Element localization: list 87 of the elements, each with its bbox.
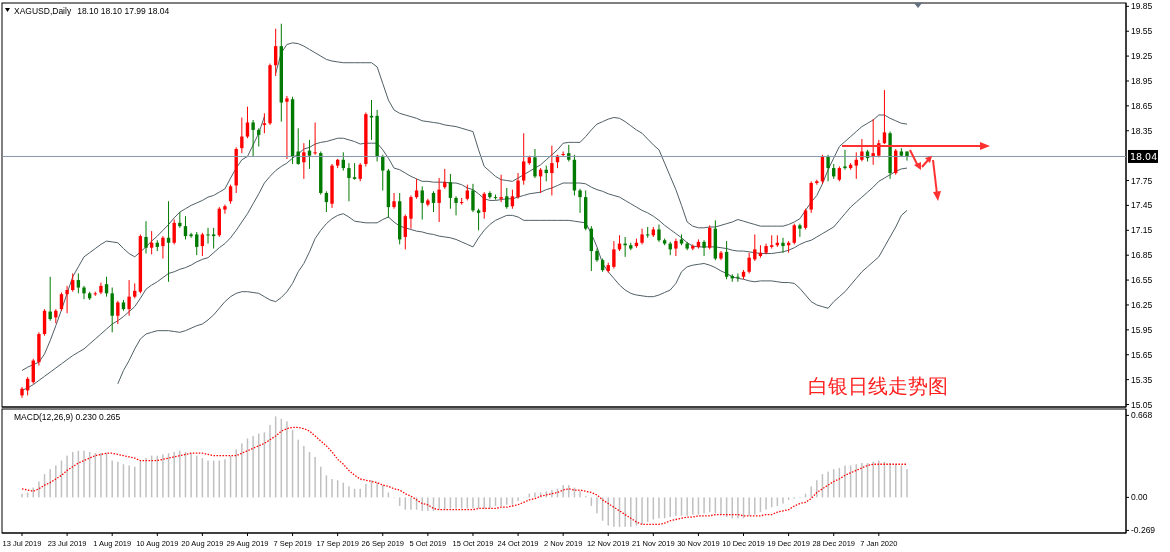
candlestick — [211, 227, 216, 250]
candlestick — [262, 112, 267, 134]
y-tick-label: 17.45 — [1131, 200, 1153, 211]
y-tick-label: 0.668 — [1131, 410, 1153, 421]
candlestick — [206, 227, 210, 245]
candlestick — [578, 188, 582, 214]
candlestick — [522, 132, 526, 186]
line-series — [21, 426, 908, 526]
candlestick — [223, 204, 227, 215]
y-tick-label: 17.15 — [1131, 225, 1153, 236]
chart-title: MACD(12,26,9) 0.230 0.265 — [14, 412, 121, 422]
annotation: 白银日线走势图 — [808, 374, 949, 398]
y-tick-label: 16.25 — [1131, 299, 1153, 310]
candlestick — [550, 145, 554, 196]
candlestick — [826, 154, 830, 182]
candlestick — [48, 276, 52, 322]
y-tick-label: -0.269 — [1131, 525, 1156, 536]
candlestick — [843, 149, 847, 171]
y-tick-label: 18.35 — [1131, 125, 1153, 136]
y-tick-label: 16.55 — [1131, 275, 1153, 286]
candlestick — [200, 232, 205, 257]
candlestick — [803, 208, 808, 230]
candlestick — [245, 106, 250, 139]
candlestick — [414, 178, 419, 200]
chart-subtitle: 18.10 18.10 17.99 18.04 — [77, 6, 170, 16]
candlestick — [533, 148, 537, 179]
candlestick — [161, 235, 165, 260]
candlestick — [736, 272, 740, 283]
y-tick-label: 0.00 — [1131, 492, 1148, 503]
y-tick-label: 16.85 — [1131, 250, 1153, 261]
chart-title: XAGUSD,Daily — [14, 6, 72, 16]
y-tick-label: 19.25 — [1131, 51, 1153, 62]
candlestick — [144, 220, 148, 255]
candlestick — [476, 208, 481, 231]
candlestick — [612, 240, 616, 269]
candlestick — [251, 119, 255, 157]
candlestick — [471, 183, 475, 213]
candlestick — [747, 252, 751, 274]
candlestick — [860, 138, 864, 162]
candlestick — [313, 121, 317, 156]
y-tick-label: 15.35 — [1131, 374, 1153, 385]
candlestick — [20, 386, 24, 399]
candlestick — [516, 172, 520, 200]
candlestick — [708, 224, 712, 250]
candlestick — [347, 162, 351, 202]
y-tick-label: 19.85 — [1131, 1, 1153, 12]
candlestick — [392, 192, 396, 210]
candlestick — [420, 185, 424, 221]
candlestick — [674, 238, 678, 257]
candlestick — [127, 279, 131, 317]
candlestick — [195, 231, 199, 256]
ref-line-label: 18.04 — [1130, 150, 1158, 162]
candlestick — [854, 151, 858, 180]
y-tick-label: 17.75 — [1131, 175, 1153, 186]
candlestick — [240, 116, 244, 154]
y-tick-label: 15.65 — [1131, 349, 1153, 360]
candlestick — [65, 285, 69, 314]
candlestick — [76, 272, 81, 294]
candlestick — [437, 177, 441, 223]
candlestick — [454, 195, 458, 216]
y-tick-label: 19.55 — [1131, 26, 1153, 37]
y-tick-label: 18.65 — [1131, 100, 1153, 111]
candlestick — [781, 237, 785, 254]
candlestick — [882, 89, 887, 145]
candlestick — [871, 118, 875, 166]
candlestick — [561, 150, 565, 157]
candlestick — [499, 174, 503, 203]
candlestick — [403, 214, 407, 250]
candlestick — [798, 223, 802, 238]
candlestick — [646, 226, 650, 239]
candlestick — [702, 239, 706, 257]
candlestick — [82, 285, 86, 300]
candlestick — [302, 142, 306, 180]
candlestick — [409, 194, 413, 230]
candlestick — [770, 234, 774, 250]
candlestick — [792, 223, 796, 245]
y-tick-label: 15.95 — [1131, 324, 1153, 335]
candlestick — [189, 232, 193, 239]
candlestick — [488, 190, 492, 200]
candlestick — [505, 187, 509, 210]
candlestick — [448, 173, 453, 210]
candlestick — [110, 287, 114, 333]
y-tick-label: 15.05 — [1131, 399, 1153, 410]
y-tick-label: 18.95 — [1131, 75, 1153, 86]
candlestick — [285, 95, 289, 160]
candlestick — [116, 300, 120, 325]
candlestick — [172, 219, 176, 245]
